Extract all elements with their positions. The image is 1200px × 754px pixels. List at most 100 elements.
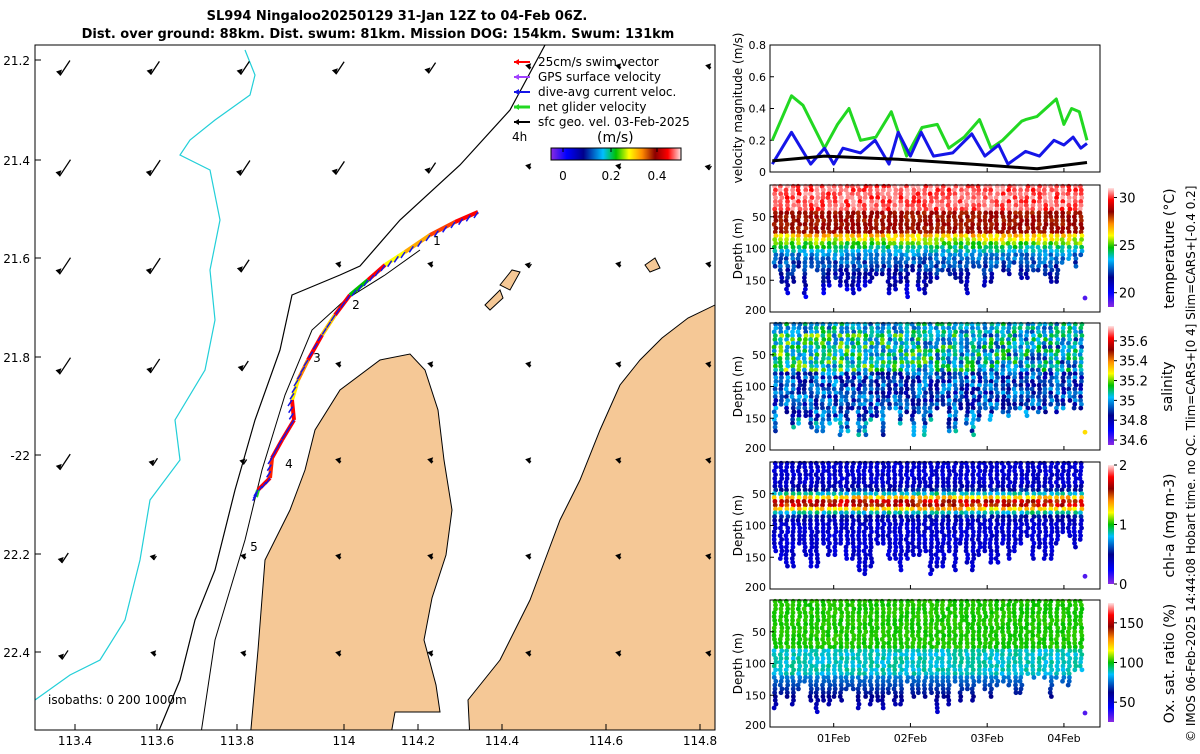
depth-tick-label: 150 [745,274,766,287]
data-point [880,272,885,277]
data-point [838,432,843,437]
data-point [881,541,886,546]
data-point [976,552,981,557]
track-time-label: 4 [285,457,293,471]
data-point [791,564,796,569]
data-point [1074,264,1079,269]
data-point [826,552,831,557]
colorbar [1108,326,1114,445]
colorbar-tick-label: 35.4 [1119,355,1148,370]
data-point [1031,268,1036,273]
depth-tick-label: 100 [745,243,766,256]
data-point [905,294,910,299]
profile-dots [772,184,1088,301]
data-point [1037,545,1042,550]
track-time-label: 5 [250,540,258,554]
title-line-2: Dist. over ground: 88km. Dist. swum: 81k… [82,27,675,42]
data-point [791,425,796,430]
data-point [844,556,849,561]
data-point [1019,275,1024,280]
data-point [778,556,783,561]
depth-tick-label: 50 [752,488,766,501]
lon-tick-label: 113.6 [140,734,174,748]
depth-tick-label: 100 [745,520,766,533]
data-point [1078,252,1083,257]
data-point [893,556,898,561]
colorbar-tick-label: 35 [1119,394,1136,409]
data-point [994,264,999,269]
lat-tick-label: 21.6 [3,252,30,266]
colorbar-tick-label: 35.2 [1119,375,1148,390]
data-point [857,287,862,292]
data-point [868,279,873,284]
interval-label: 4h [512,130,527,144]
data-point [1061,406,1066,411]
lon-tick-label: 113.4 [58,734,92,748]
colorbar-label: temperature (°C) [1162,188,1178,308]
data-point [898,702,903,707]
data-point [922,291,927,296]
lat-tick-label: 22.4 [3,646,30,660]
data-point [1025,413,1030,418]
data-point [1031,406,1036,411]
data-point [850,406,855,411]
legend-label: sfc geo. vel. 03-Feb-2025 [538,115,690,129]
data-point [868,417,873,422]
data-point [785,694,790,699]
data-point [868,702,873,707]
data-point [808,564,813,569]
colorbar-tick-label: 34.8 [1119,414,1148,429]
data-point [845,287,850,292]
data-point [1066,256,1071,261]
data-point [887,406,892,411]
data-point [846,429,851,434]
data-point [1007,556,1012,561]
data-point [917,287,922,292]
y-tick-label: 0.4 [749,103,767,116]
colorbar-tick-label: 0 [559,169,567,183]
data-point [911,432,916,437]
lat-tick-label: 22.2 [3,548,30,562]
data-point [839,698,844,703]
lat-tick-label: 21.4 [3,154,30,168]
data-point [977,264,982,269]
profile-dots [772,322,1088,437]
data-point [965,560,970,565]
data-point [838,541,843,546]
data-point [928,571,933,576]
colorbar-tick-label: 0.2 [601,169,620,183]
data-point [1048,402,1053,407]
data-point [856,432,861,437]
data-point [911,694,916,699]
data-point [929,417,934,422]
data-point [928,279,933,284]
data-point [916,410,921,415]
data-point [948,272,953,277]
data-point [803,294,808,299]
data-point [935,275,940,280]
lon-tick-label: 114.6 [589,734,623,748]
data-point [791,279,796,284]
data-point [875,541,880,546]
colorbar-tick-label: 25 [1119,239,1136,254]
data-point [935,564,940,569]
legend-label: GPS surface velocity [538,70,661,84]
data-point [971,432,976,437]
data-point [982,549,987,554]
data-point [1049,279,1054,284]
data-point [832,552,837,557]
data-point [886,690,891,695]
profile-dots [772,599,1088,716]
data-point [803,413,808,418]
colorbar-label: chl-a (mg m-3) [1162,473,1178,577]
data-point [1054,410,1059,415]
data-point [941,402,946,407]
data-point [1000,541,1005,546]
data-point [796,264,801,269]
